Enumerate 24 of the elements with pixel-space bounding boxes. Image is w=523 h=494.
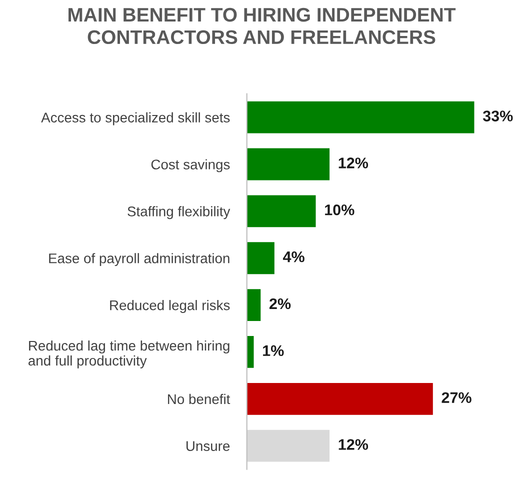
bar — [246, 195, 316, 228]
data-label: 12% — [338, 439, 368, 450]
bar — [246, 289, 261, 321]
y-tick-label: No benefit — [168, 394, 230, 404]
y-tick-label: Reduced legal risks — [110, 300, 230, 313]
data-label: 2% — [270, 298, 291, 310]
y-tick-label: Unsure — [186, 441, 230, 452]
data-label: 12% — [338, 158, 368, 168]
y-tick-label: Staffing flexibility — [128, 206, 230, 220]
data-label: 10% — [325, 204, 354, 216]
data-label: 4% — [282, 251, 304, 262]
chart-title: MAIN BENEFIT TO HIRING INDEPENDENT CONTRACTORS AND FREELANCERS — [68, 8, 456, 44]
y-tick-label: Ease of payroll administration — [49, 253, 230, 266]
bar — [246, 430, 330, 462]
y-tick-label: Access to specialized skill sets — [41, 112, 230, 126]
data-label: 1% — [263, 345, 284, 356]
bar — [246, 242, 274, 274]
data-label: 33% — [482, 110, 513, 122]
data-label: 27% — [442, 392, 472, 403]
bar — [246, 101, 474, 134]
y-tick-label: Reduced lag time between hiring and full productivity — [28, 340, 230, 368]
bar — [246, 382, 433, 415]
y-tick-label: Cost savings — [151, 159, 230, 172]
bar — [246, 148, 330, 180]
